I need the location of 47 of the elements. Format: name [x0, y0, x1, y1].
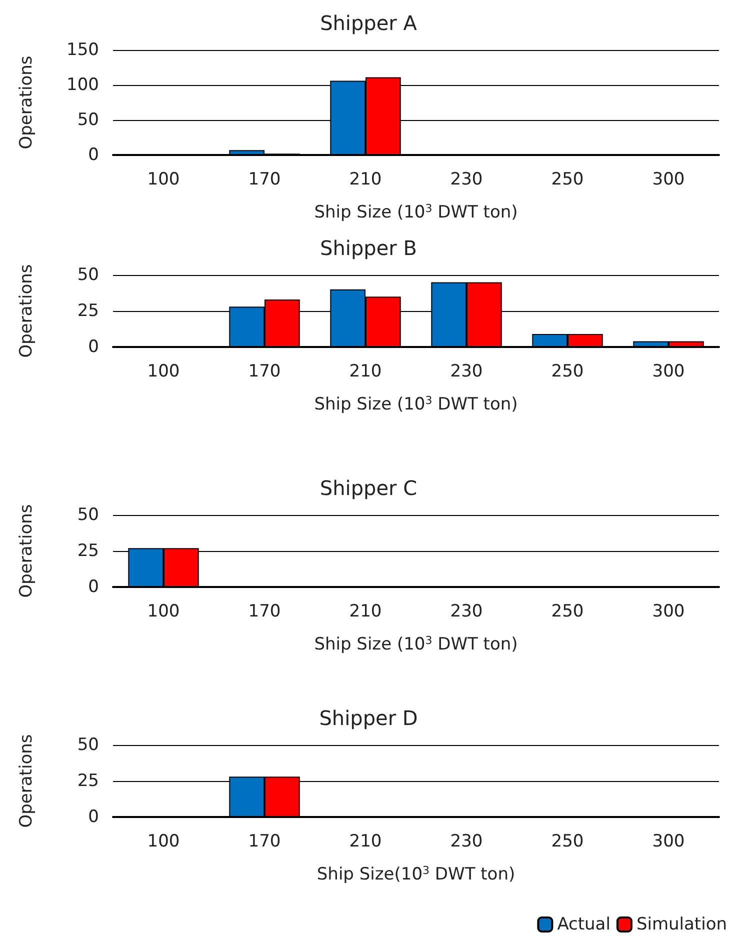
y-tick-label: 0: [88, 577, 99, 597]
x-tick-label: 100: [147, 602, 180, 622]
y-tick-label: 50: [77, 505, 99, 525]
y-tick-label: 25: [77, 771, 99, 791]
y-tick-label: 0: [88, 807, 99, 827]
y-axis-title: Operations: [16, 264, 36, 358]
y-axis-title: Operations: [16, 56, 36, 150]
x-tick-label: 300: [652, 602, 685, 622]
y-tick-label: 50: [77, 110, 99, 130]
x-tick-label: 210: [349, 602, 382, 622]
x-tick-label: 170: [248, 602, 281, 622]
x-tick-label: 100: [147, 832, 180, 852]
chart-title: Shipper C: [320, 476, 418, 500]
x-tick-label: 210: [349, 362, 382, 382]
y-tick-label: 100: [66, 75, 99, 95]
x-tick-label: 250: [551, 602, 584, 622]
x-tick-label: 170: [248, 362, 281, 382]
y-axis-title: Operations: [16, 504, 36, 598]
y-tick-label: 0: [88, 145, 99, 165]
x-tick-label: 230: [450, 832, 483, 852]
x-tick-label: 250: [551, 832, 584, 852]
y-tick-label: 25: [77, 541, 99, 561]
x-tick-label: 300: [652, 832, 685, 852]
y-tick-label: 50: [77, 265, 99, 285]
x-tick-label: 230: [450, 170, 483, 190]
y-axis-title: Operations: [16, 734, 36, 828]
x-tick-label: 300: [652, 170, 685, 190]
y-tick-label: 0: [88, 337, 99, 357]
chart-title: Shipper D: [319, 706, 418, 730]
x-tick-label: 230: [450, 362, 483, 382]
x-tick-label: 170: [248, 832, 281, 852]
x-tick-label: 230: [450, 602, 483, 622]
x-tick-label: 170: [248, 170, 281, 190]
y-tick-label: 150: [66, 40, 99, 60]
x-tick-label: 250: [551, 362, 584, 382]
chart-title: Shipper A: [320, 11, 418, 35]
x-tick-label: 210: [349, 170, 382, 190]
x-tick-label: 210: [349, 832, 382, 852]
y-tick-label: 25: [77, 301, 99, 321]
chart-title: Shipper B: [320, 236, 417, 260]
legend-label: Actual: [557, 914, 610, 934]
x-tick-label: 100: [147, 170, 180, 190]
y-tick-label: 50: [77, 735, 99, 755]
x-tick-label: 300: [652, 362, 685, 382]
x-tick-label: 100: [147, 362, 180, 382]
x-tick-label: 250: [551, 170, 584, 190]
legend-label: Simulation: [636, 914, 728, 934]
